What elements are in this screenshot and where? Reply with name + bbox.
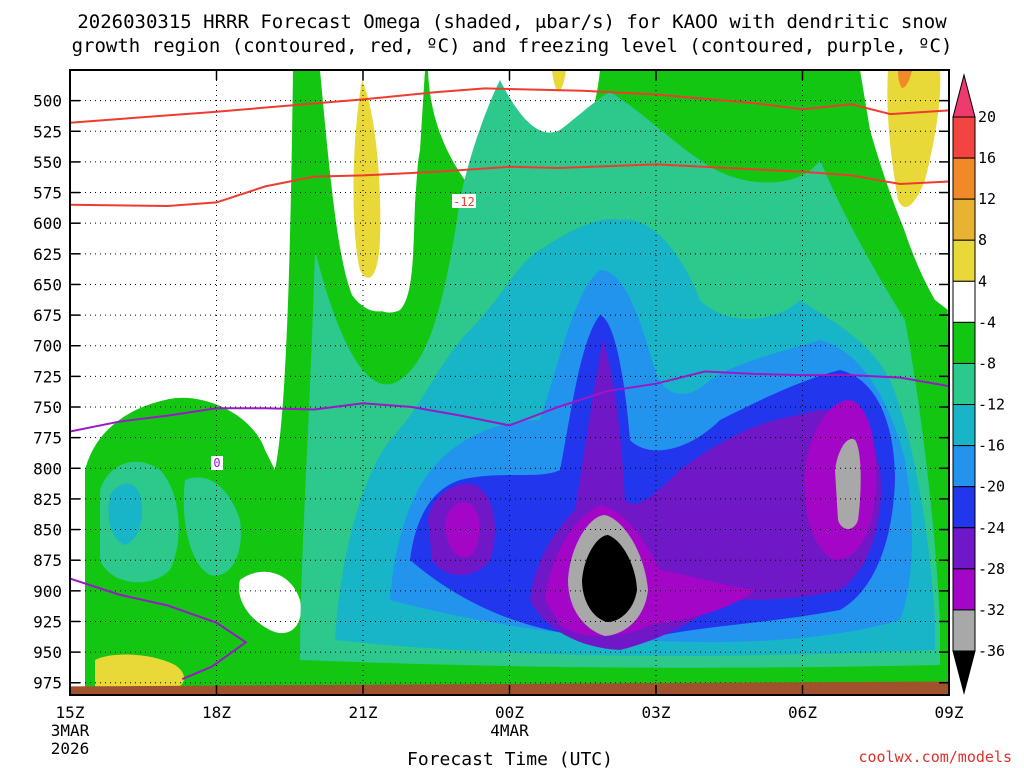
colorbar-swatch [952,568,976,611]
chart-title-line1: 2026030315 HRRR Forecast Omega (shaded, … [77,11,947,33]
colorbar-tick-label: -36 [978,642,1005,660]
y-tick-label: 725 [33,367,62,386]
colorbar-tick-label: 16 [978,149,996,167]
colorbar-tick-label: -28 [978,560,1005,578]
colorbar-swatch [952,445,976,488]
colorbar-tick-label: -4 [978,313,996,331]
credit-text: coolwx.com/models [858,748,1012,766]
y-tick-label: 525 [33,122,62,141]
y-tick-label: 550 [33,153,62,172]
x-tick-label: 03Z [642,703,671,722]
omega-region-yellow-low-left [95,654,185,690]
omega-region-teal-mid [183,477,241,576]
freezing-level-label: 0 [213,456,220,470]
x-tick-label: 09Z [935,703,964,722]
colorbar-top-arrow [952,73,976,118]
colorbar-swatch [952,198,976,241]
x-tick-label: 06Z [788,703,817,722]
y-tick-label: 700 [33,337,62,356]
colorbar-swatch [952,157,976,200]
omega-region-white-left [70,70,292,470]
y-tick-label: 975 [33,674,62,693]
y-tick-label: 600 [33,214,62,233]
colorbar-swatch [952,486,976,529]
omega-region-gray-right [835,438,861,529]
freezing-level-contour [70,370,949,433]
colorbar-swatch [952,527,976,570]
y-tick-label: 925 [33,612,62,631]
colorbar-swatch [952,116,976,159]
x-tick-label: 15Z [56,703,85,722]
dgz-label-box [452,194,476,208]
omega-region-yellow-top-small [552,70,566,92]
colorbar-tick-label: -24 [978,519,1005,537]
y-tick-label: 800 [33,459,62,478]
omega-region-black [582,535,637,622]
y-tick-label: 950 [33,643,62,662]
colorbar-swatch [952,239,976,282]
x-tick-date-label: 3MAR [51,721,90,740]
y-tick-label: 575 [33,184,62,203]
chart-title-line2: growth region (contoured, red, ºC) and f… [72,35,953,57]
x-tick-label: 21Z [349,703,378,722]
colorbar-tick-label: -16 [978,437,1005,455]
dgz-contour-lower [70,163,949,208]
omega-region-yellow-upper-left [353,80,381,278]
dgz-contour-label: -12 [453,195,475,209]
colorbar-swatch [952,404,976,447]
colorbar-tick-label: -8 [978,354,996,372]
colorbar-swatch [952,280,976,323]
omega-region-white-lowgap [239,571,301,634]
x-tick-label: 00Z [495,703,524,722]
omega-region-orange-upper-right [898,70,912,88]
x-tick-year-label: 2026 [51,739,90,758]
y-tick-label: 500 [33,92,62,111]
y-tick-label: 825 [33,490,62,509]
y-tick-label: 650 [33,275,62,294]
y-tick-label: 625 [33,245,62,264]
colorbar-tick-label: -12 [978,396,1005,414]
y-tick-label: 850 [33,521,62,540]
omega-shading [70,70,948,690]
colorbar-tick-label: 12 [978,190,996,208]
omega-region-magenta-mid [445,502,480,558]
y-axis: 500 525 550 575 600 625 650 675 700 725 750 775 800 8… [33,92,949,693]
colorbar-swatch [952,609,976,652]
colorbar-swatch [952,321,976,364]
colorbar-tick-label: -20 [978,478,1005,496]
colorbar-swatch [952,362,976,406]
y-tick-label: 675 [33,306,62,325]
x-tick-label: 18Z [202,703,231,722]
dgz-contour-upper [70,87,949,124]
colorbar-tick-label: 4 [978,272,987,290]
colorbar-bottom-arrow [952,650,976,695]
y-tick-label: 775 [33,429,62,448]
y-tick-label: 900 [33,582,62,601]
colorbar-tick-label: -32 [978,601,1005,619]
y-tick-label: 875 [33,551,62,570]
omega-region-cyan-left [108,483,142,545]
freezing-label-box [211,456,223,470]
x-tick-date-label: 4MAR [490,721,529,740]
colorbar-tick-label: 20 [978,108,996,126]
colorbar: 20 16 12 8 4 -4 -8 -12 -16 -20 -24 -28 -32 -36 [952,73,1005,695]
colorbar-tick-label: 8 [978,231,987,249]
omega-region-yellow-upper-right [887,70,941,208]
x-axis-title: Forecast Time (UTC) [407,749,613,768]
freezing-level-contour-lower [70,577,248,681]
y-tick-label: 750 [33,398,62,417]
